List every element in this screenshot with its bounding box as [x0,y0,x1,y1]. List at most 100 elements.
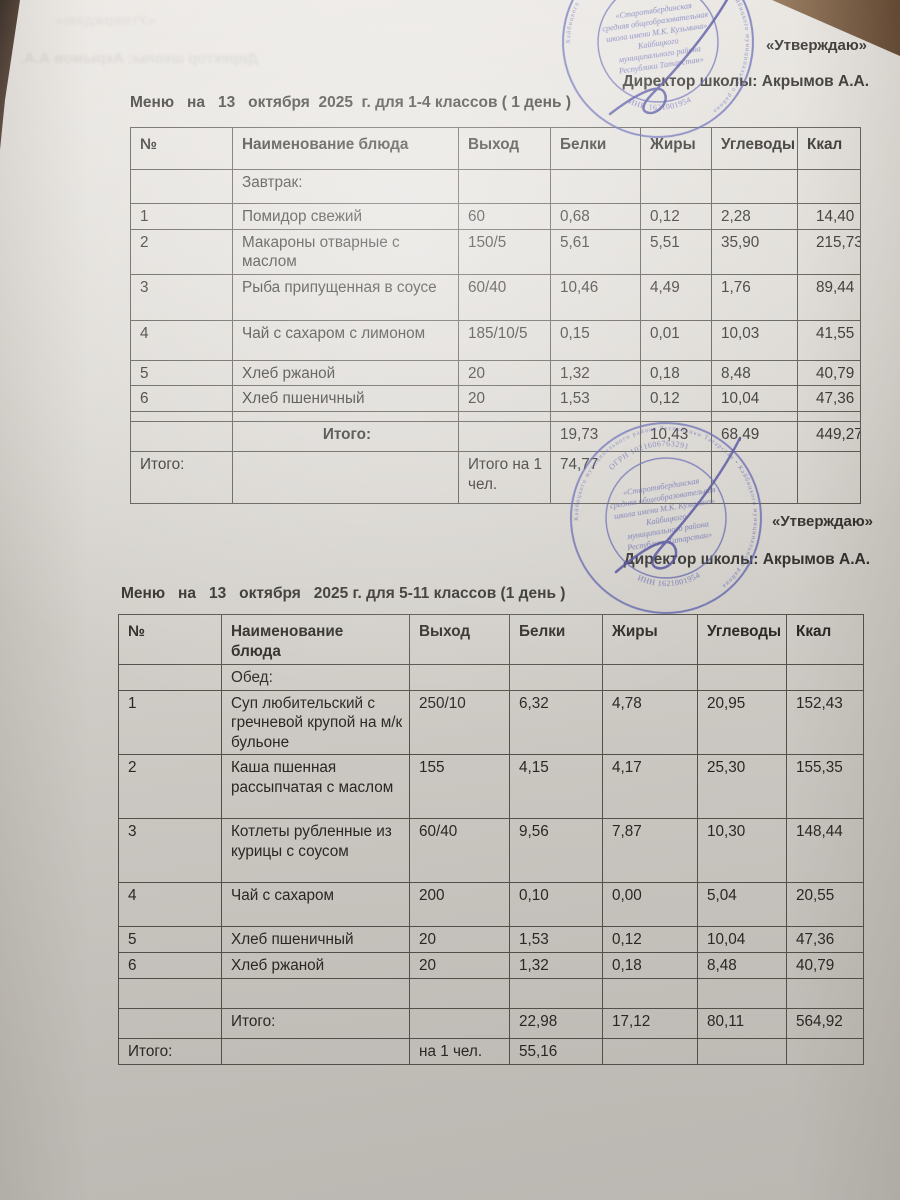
header-row: № Наименование блюда Выход Белки Жиры Углевод… [118,614,864,665]
table-cell: 55,16 [509,1037,603,1065]
table-cell [697,977,787,1009]
school-round-stamp-top: Кайбицкого муниципального района Республ… [554,0,761,138]
table-cell: 47,36 [797,385,861,413]
table-cell: Хлеб пшеничный [232,385,459,413]
table-cell: 4 [118,882,222,928]
data-row: 1 Суп любительский с гречневой крупой на … [118,689,864,756]
column-header: Наименование блюда [221,614,410,665]
column-header: Выход [458,127,551,170]
table-cell: 60/40 [409,818,510,884]
empty-row [118,977,864,1009]
table-cell: 10,43 [640,421,712,453]
table-cell: Итого: [118,1037,222,1065]
table-cell: 1,76 [711,273,798,321]
table-cell: 22,98 [509,1007,603,1039]
table-cell [409,1007,510,1039]
table-cell: 20 [409,951,510,979]
menu-table-grades-1-4: № Наименование блюда Выход Белки Жиры Углевод… [130,127,861,505]
table-cell: 185/10/5 [458,319,551,361]
table-cell: Завтрак: [232,169,459,204]
table-cell: 40,79 [797,359,861,387]
table-cell [711,451,798,505]
table-cell: 0,00 [602,882,698,928]
table-cell: Чай с сахаром [221,882,410,928]
table-cell: 10,46 [550,273,641,321]
table-cell [786,1037,864,1065]
table-cell [458,169,551,204]
show-through-ghost-text: «Утверждаю» [55,12,157,29]
table-cell: 152,43 [786,689,864,756]
data-row: 2 Макароны отварные с маслом 150/5 5,61 5,51… [130,228,861,275]
table-cell: 10,03 [711,319,798,361]
director-signature-line-1: Директор школы: Акрымов А.А. [622,73,869,90]
header-row: № Наименование блюда Выход Белки Жиры Углевод… [130,127,861,170]
menu-title-grades-5-11: Меню на 13 октября 2025 г. для 5-11 клас… [121,585,566,602]
table-cell: 20 [458,385,551,413]
column-header: Наименование блюда [232,127,459,170]
final-row: Итого: Итого на 1 чел. 74,77 [130,451,861,505]
table-cell: 8,48 [711,359,798,387]
table-cell: 25,30 [697,754,787,820]
table-cell [130,421,233,453]
column-header: Белки [509,614,603,665]
table-cell: 20,95 [697,689,787,756]
table-cell: 4 [130,319,233,361]
table-cell: 0,12 [640,385,712,413]
table-cell [602,664,698,691]
table-cell: 19,73 [550,421,641,453]
table-cell: 0,18 [640,359,712,387]
column-header: Углеводы [711,127,798,170]
table-cell: 5 [118,926,222,953]
table-cell: 4,15 [509,754,603,820]
director-signature-line-2: Директор школы: Акрымов А.А. [623,551,870,568]
table-cell: 2,28 [711,203,798,230]
table-cell: Хлеб ржаной [232,359,459,387]
table-cell [786,977,864,1009]
table-cell: 148,44 [786,818,864,884]
table-cell: 0,18 [602,951,698,979]
menu-title-grades-1-4: Меню на 13 октября 2025 г. для 1-4 класс… [130,94,571,111]
stamp-center-text: «Старотябердинская средняя общеобразоват… [609,476,716,552]
table-cell: Хлеб пшеничный [221,926,410,953]
table-cell: 0,10 [509,882,603,928]
table-cell: 10,04 [711,385,798,413]
table-cell [458,421,551,453]
table-cell: Котлеты рубленные из курицы с соусом [221,818,410,884]
table-cell: 8,48 [697,951,787,979]
table-cell [509,664,603,691]
table-cell: 564,92 [786,1007,864,1039]
table-cell [118,664,222,691]
table-cell: 10,04 [697,926,787,953]
table-cell: 68,49 [711,421,798,453]
table-cell: 5 [130,359,233,387]
table-cell: Суп любительский с гречневой крупой на м… [221,689,410,756]
table-cell [640,169,712,204]
table-cell: 4,17 [602,754,698,820]
table-cell: 1,32 [509,951,603,979]
table-cell: 1,53 [550,385,641,413]
table-cell [550,411,641,423]
table-cell: 14,40 [797,203,861,230]
table-cell: 20 [409,926,510,953]
table-cell: 6 [118,951,222,979]
director-signature-ink-2 [614,436,742,574]
table-cell: 3 [118,818,222,884]
table-cell: 9,56 [509,818,603,884]
table-cell: Помидор свежий [232,203,459,230]
column-header: Ккал [786,614,864,665]
totals-row: Итого: 22,98 17,12 80,11 564,92 [118,1007,864,1039]
table-cell [118,1007,222,1039]
table-cell [797,451,861,505]
table-cell [786,664,864,691]
table-cell: 1 [130,203,233,230]
table-cell: 0,68 [550,203,641,230]
approve-label-2: «Утверждаю» [771,513,873,530]
table-cell: 3 [130,273,233,321]
table-cell [232,451,459,505]
totals-row: Итого: 19,73 10,43 68,49 449,27 [130,421,861,453]
table-cell: Обед: [221,664,410,691]
table-cell [130,411,233,423]
table-cell: Макароны отварные с маслом [232,228,459,275]
table-cell: 250/10 [409,689,510,756]
